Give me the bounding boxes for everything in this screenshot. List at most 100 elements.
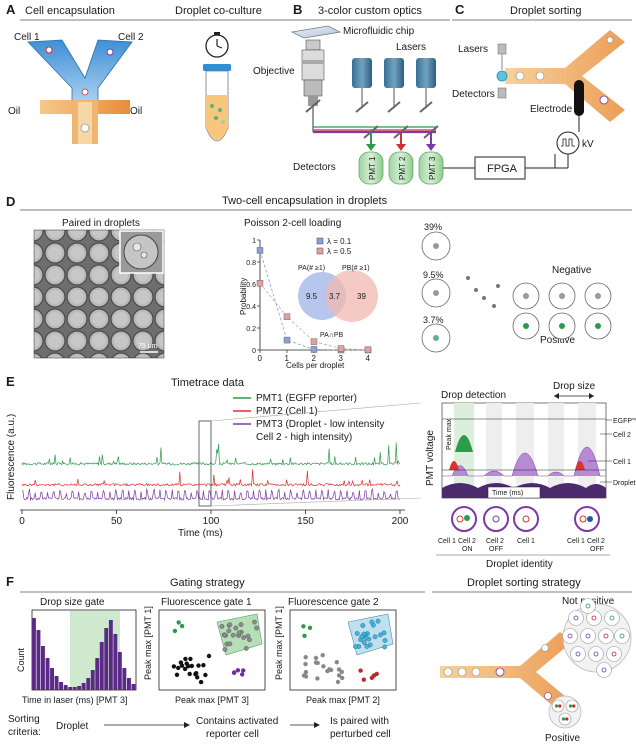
panel-a-title-right: Droplet co-culture bbox=[175, 5, 262, 17]
occupancy-droplets: 39% 9.5% 3.7% bbox=[421, 222, 500, 353]
venn-value-ab: 3.7 bbox=[329, 292, 341, 301]
poisson-series-line bbox=[259, 282, 369, 351]
id-cell1-c: Cell 1 bbox=[567, 538, 585, 545]
oil-right-label: Oil bbox=[130, 106, 142, 117]
positive-label: Positive bbox=[540, 335, 575, 346]
criterion-2a: Contains activated bbox=[196, 716, 278, 727]
pmt3-label: PMT 3 bbox=[428, 156, 437, 180]
gated-dot bbox=[236, 630, 242, 636]
id-cell1-b: Cell 1 bbox=[517, 538, 535, 545]
poisson-point bbox=[256, 247, 264, 254]
offgate-dot bbox=[374, 671, 379, 677]
ungated-dot bbox=[187, 671, 192, 677]
scale-bar-label: 75 μm bbox=[138, 343, 158, 350]
histogram-bar bbox=[54, 676, 59, 690]
positive-cell bbox=[565, 717, 569, 721]
positive-cell bbox=[572, 704, 576, 708]
positive-cell bbox=[561, 717, 566, 721]
ungated-dot bbox=[303, 655, 308, 660]
ungated-dot bbox=[188, 656, 193, 662]
zoom-window bbox=[198, 420, 212, 507]
poisson-chart: Probability Cells per droplet 0 1 2 3 4 0 0.2 0… bbox=[239, 237, 372, 370]
gated-dot bbox=[360, 623, 366, 628]
histogram-bar bbox=[36, 630, 41, 690]
sorted-cell bbox=[573, 615, 579, 621]
panel-e: E Timetrace data PMT1 (EGFP reporter) PM… bbox=[6, 374, 636, 570]
timetrace-xtick-label: 0 bbox=[19, 516, 25, 527]
venn-intersection-label: PA∩PB bbox=[320, 332, 344, 339]
legend-pmt3a: PMT3 (Droplet - low intensity bbox=[256, 419, 384, 430]
id-cell2-on: Cell 2 bbox=[458, 538, 476, 545]
gated-dot bbox=[245, 633, 251, 639]
droplet-identity-label: Droplet identity bbox=[486, 559, 553, 570]
gate1-xlabel: Time in laser (ms) [PMT 3] bbox=[22, 695, 128, 705]
ungated-dot bbox=[206, 653, 212, 659]
drop-detection-schematic: Drop detection Drop size Peak max Time (… bbox=[425, 381, 636, 570]
poisson-xlabel: Cells per droplet bbox=[286, 361, 345, 370]
count-label: Count bbox=[16, 647, 26, 672]
poisson-point bbox=[283, 336, 291, 344]
timetrace-xtick-label: 50 bbox=[111, 516, 123, 527]
timetrace-xlabel: Time (ms) bbox=[178, 528, 223, 539]
neg-pos-droplets bbox=[512, 282, 612, 340]
sorted-cell bbox=[575, 651, 581, 657]
sorting-title: Droplet sorting strategy bbox=[467, 577, 581, 589]
ungated-dot bbox=[176, 665, 181, 671]
legend-lambda-05: λ = 0.5 bbox=[327, 247, 352, 256]
ungated-dot bbox=[183, 656, 188, 662]
pmt1-label: PMT 1 bbox=[368, 156, 377, 180]
sorting-channel bbox=[440, 632, 572, 712]
timetrace-ylabel: Fluorescence (a.u.) bbox=[6, 414, 17, 500]
gated-dot bbox=[241, 635, 246, 640]
drop-size-label: Drop size bbox=[553, 381, 596, 392]
gated-dot bbox=[372, 634, 378, 640]
legend-lambda-01: λ = 0.1 bbox=[327, 237, 352, 246]
ungated-dot bbox=[201, 663, 206, 668]
electrode-icon bbox=[574, 80, 584, 116]
panel-c-title: Droplet sorting bbox=[510, 5, 582, 17]
encapsulation-chip bbox=[27, 39, 133, 144]
green-dot bbox=[302, 633, 307, 638]
legend-pmt2: PMT2 (Cell 1) bbox=[256, 406, 318, 417]
lasers-label-b: Lasers bbox=[396, 42, 426, 53]
panel-b-letter: B bbox=[293, 2, 302, 17]
histogram-bar bbox=[68, 687, 73, 690]
offgate-dot bbox=[241, 668, 246, 673]
panel-d: D Two-cell encapsulation in droplets Pai… bbox=[6, 194, 632, 370]
gating-title: Gating strategy bbox=[170, 577, 245, 589]
objective-label: Objective bbox=[253, 66, 295, 77]
gated-dot bbox=[364, 644, 370, 649]
histogram-bar bbox=[99, 642, 104, 690]
ungated-dot bbox=[171, 664, 177, 669]
legend-pmt3b: Cell 2 - high intensity) bbox=[256, 432, 352, 443]
histogram-bar bbox=[77, 686, 82, 690]
laser-icons bbox=[352, 58, 436, 108]
gated-dot bbox=[382, 638, 388, 643]
ungated-dot bbox=[339, 669, 344, 675]
histogram-bar bbox=[32, 618, 36, 690]
oil-left-label: Oil bbox=[8, 106, 20, 117]
positive-cell bbox=[554, 704, 559, 708]
id-cell2-off-a: Cell 2 bbox=[486, 538, 504, 545]
sorted-cell bbox=[603, 633, 609, 639]
green-dot bbox=[307, 625, 313, 630]
gated-dot bbox=[381, 630, 387, 636]
egfp-label: EGFPsignal bbox=[613, 416, 636, 425]
ungated-dot bbox=[303, 669, 309, 675]
cell1-label: Cell 1 bbox=[14, 32, 40, 43]
offgate-dot bbox=[235, 668, 241, 673]
gated-dot bbox=[227, 641, 233, 647]
positive-cell bbox=[568, 704, 573, 708]
gate2-xlabel: Peak max [PMT 3] bbox=[175, 695, 249, 705]
poisson-ytick-label: 0.4 bbox=[246, 304, 256, 311]
poisson-ytick-label: 1 bbox=[252, 238, 256, 245]
gate1-title: Drop size gate bbox=[40, 597, 105, 608]
ungated-dot bbox=[203, 672, 208, 678]
panel-d-letter: D bbox=[6, 194, 15, 209]
id-cell1-a: Cell 1 bbox=[438, 538, 456, 545]
sorted-cell bbox=[619, 633, 625, 639]
gated-dot bbox=[375, 618, 381, 624]
timetrace-xtick-label: 150 bbox=[297, 516, 314, 527]
pmt-detectors bbox=[358, 151, 444, 185]
ungated-dot bbox=[321, 664, 326, 669]
